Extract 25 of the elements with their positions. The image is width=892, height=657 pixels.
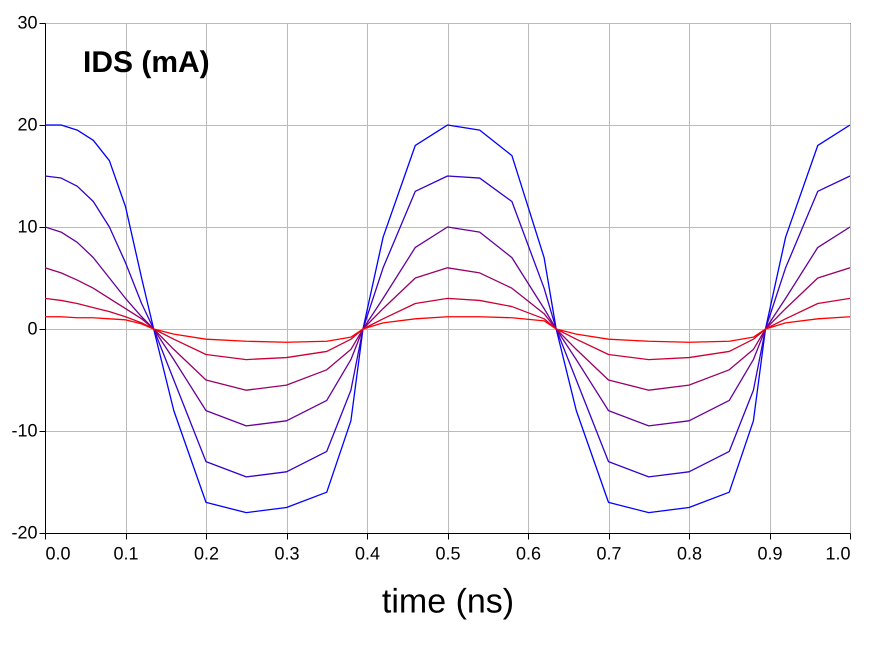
x-tick-label: 0.2 xyxy=(194,544,220,564)
y-tick-label: -10 xyxy=(11,420,38,440)
line-series xyxy=(45,298,850,360)
x-tick-label: 0.1 xyxy=(113,544,139,564)
line-series xyxy=(45,316,850,343)
x-axis-title: time (ns) xyxy=(382,582,514,620)
y-tick-label: 30 xyxy=(17,12,38,32)
x-tick-label: 0.9 xyxy=(757,544,783,564)
x-tick-label: 0.6 xyxy=(516,544,542,564)
x-tick-label: 0.5 xyxy=(435,544,461,564)
line-series xyxy=(45,226,850,427)
x-tick-label: 0.0 xyxy=(46,544,71,564)
y-tick-label: 20 xyxy=(17,114,38,134)
line-series xyxy=(45,175,850,478)
y-tick-label: -20 xyxy=(11,522,38,542)
y-tick-label: 0 xyxy=(27,318,38,338)
x-tick-label: 0.8 xyxy=(676,544,702,564)
line-series xyxy=(45,124,850,514)
annotation: IDS (mA) xyxy=(83,46,210,79)
x-tick-label: 1.0 xyxy=(825,544,850,564)
x-tick-label: 0.7 xyxy=(596,544,622,564)
line-series xyxy=(45,267,850,391)
x-tick-label: 0.3 xyxy=(274,544,300,564)
x-tick-label: 0.4 xyxy=(354,544,380,564)
y-tick-label: 10 xyxy=(17,216,38,236)
